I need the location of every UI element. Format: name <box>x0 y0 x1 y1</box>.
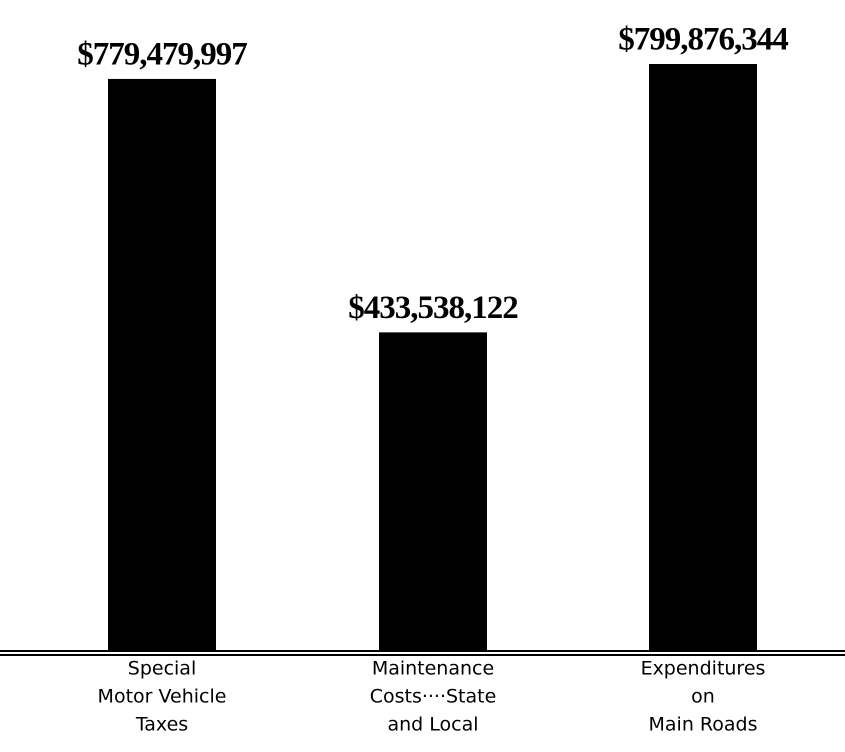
x-tick-label: on <box>691 686 715 708</box>
x-tick-label: Main Roads <box>649 714 758 736</box>
x-tick-label: and Local <box>387 714 478 736</box>
bar <box>108 78 216 651</box>
x-tick-label: Taxes <box>135 714 188 736</box>
value-label: $799,876,344 <box>618 22 788 58</box>
x-tick-label: Maintenance <box>372 658 494 680</box>
x-tick-label: Motor Vehicle <box>98 686 227 708</box>
value-label: $433,538,122 <box>348 290 518 326</box>
value-label: $779,479,997 <box>77 37 247 73</box>
x-tick-label: Costs····State <box>370 686 497 708</box>
bar <box>379 332 487 650</box>
bar <box>649 64 757 650</box>
x-tick-label: Special <box>128 658 196 680</box>
x-tick-label: Expenditures <box>641 658 766 680</box>
